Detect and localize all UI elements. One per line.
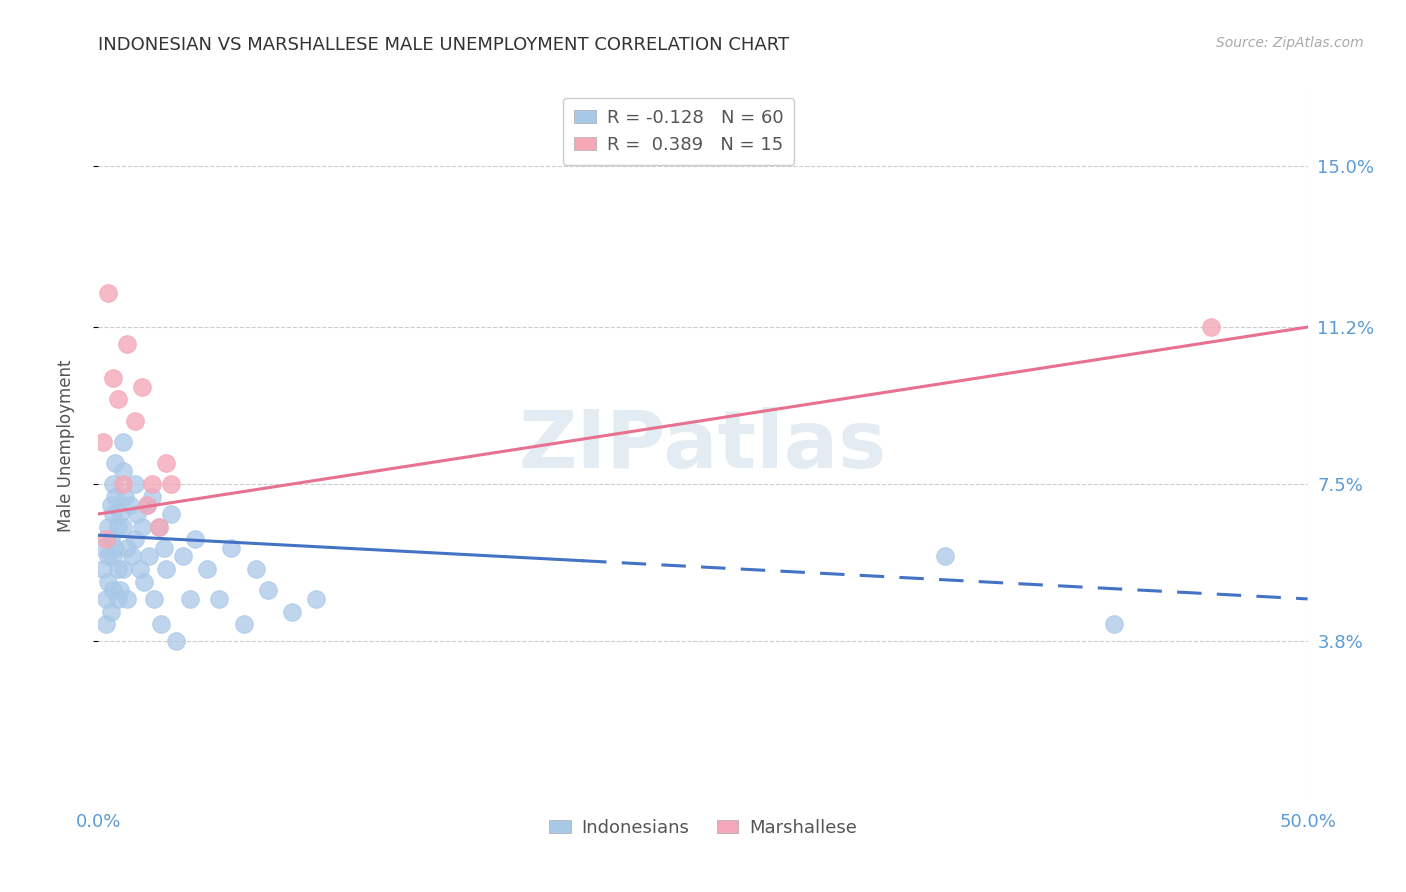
Point: [232, 617, 254, 632]
Point: [135, 499, 157, 513]
Point: [104, 490, 127, 504]
Point: [97, 519, 120, 533]
Point: [104, 456, 127, 470]
Point: [94, 617, 117, 632]
Point: [111, 519, 134, 533]
Point: [135, 499, 157, 513]
Text: ZIPatlas: ZIPatlas: [519, 407, 887, 485]
Point: [121, 549, 143, 564]
Point: [131, 519, 153, 533]
Point: [97, 574, 120, 589]
Point: [117, 337, 139, 351]
Point: [107, 392, 129, 407]
Text: Source: ZipAtlas.com: Source: ZipAtlas.com: [1216, 36, 1364, 50]
Point: [108, 507, 131, 521]
Point: [117, 541, 139, 555]
Point: [141, 490, 163, 504]
Point: [165, 634, 187, 648]
Point: [934, 549, 956, 564]
Point: [1102, 617, 1125, 632]
Point: [97, 286, 120, 301]
Point: [108, 583, 131, 598]
Point: [111, 465, 134, 479]
Point: [91, 434, 114, 449]
Point: [208, 591, 231, 606]
Point: [124, 413, 146, 427]
Point: [141, 477, 163, 491]
Text: INDONESIAN VS MARSHALLESE MALE UNEMPLOYMENT CORRELATION CHART: INDONESIAN VS MARSHALLESE MALE UNEMPLOYM…: [98, 36, 790, 54]
Point: [101, 371, 124, 385]
Point: [91, 541, 114, 555]
Point: [124, 477, 146, 491]
Point: [143, 591, 166, 606]
Point: [107, 591, 129, 606]
Point: [111, 434, 134, 449]
Point: [160, 477, 183, 491]
Point: [131, 379, 153, 393]
Point: [118, 499, 141, 513]
Point: [138, 549, 160, 564]
Point: [114, 490, 136, 504]
Point: [101, 507, 124, 521]
Point: [111, 477, 134, 491]
Point: [124, 533, 146, 547]
Point: [104, 541, 127, 555]
Point: [148, 519, 170, 533]
Point: [94, 591, 117, 606]
Point: [100, 499, 122, 513]
Point: [107, 562, 129, 576]
Point: [101, 583, 124, 598]
Y-axis label: Male Unemployment: Male Unemployment: [56, 359, 75, 533]
Point: [101, 549, 124, 564]
Point: [128, 562, 150, 576]
Point: [1199, 320, 1222, 334]
Point: [127, 507, 149, 521]
Point: [134, 574, 156, 589]
Point: [245, 562, 267, 576]
Point: [107, 519, 129, 533]
Point: [160, 507, 183, 521]
Point: [100, 533, 122, 547]
Point: [221, 541, 243, 555]
Point: [152, 541, 174, 555]
Point: [117, 591, 139, 606]
Point: [155, 456, 177, 470]
Point: [256, 583, 278, 598]
Point: [195, 562, 218, 576]
Point: [150, 617, 173, 632]
Point: [184, 533, 207, 547]
Point: [305, 591, 328, 606]
Point: [97, 549, 120, 564]
Point: [91, 562, 114, 576]
Point: [281, 605, 304, 619]
Point: [172, 549, 194, 564]
Point: [94, 533, 117, 547]
Legend: Indonesians, Marshallese: Indonesians, Marshallese: [541, 812, 865, 844]
Point: [100, 605, 122, 619]
Point: [155, 562, 177, 576]
Point: [148, 519, 170, 533]
Point: [111, 562, 134, 576]
Point: [101, 477, 124, 491]
Point: [179, 591, 201, 606]
